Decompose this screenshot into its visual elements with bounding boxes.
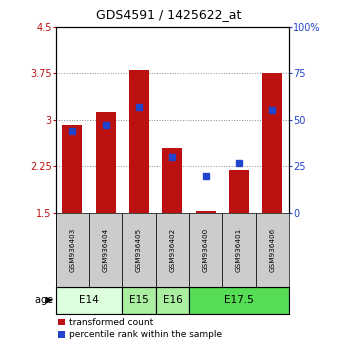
Text: GSM936401: GSM936401 [236, 228, 242, 272]
Text: GSM936400: GSM936400 [203, 228, 209, 272]
Bar [189, 287, 289, 314]
Text: GSM936404: GSM936404 [103, 228, 109, 272]
Bar [56, 287, 122, 314]
Text: E14: E14 [79, 295, 99, 305]
Text: E17.5: E17.5 [224, 295, 254, 305]
Bar [229, 170, 249, 213]
Bar [256, 213, 289, 287]
Bar [129, 70, 149, 213]
Text: GSM936405: GSM936405 [136, 228, 142, 272]
Bar [156, 213, 189, 287]
Text: GSM936403: GSM936403 [69, 228, 75, 272]
Bar [189, 213, 222, 287]
Text: GSM936402: GSM936402 [169, 228, 175, 272]
Bar [56, 213, 89, 287]
Bar [89, 213, 122, 287]
Bar [122, 213, 156, 287]
Text: E16: E16 [163, 295, 182, 305]
Text: GDS4591 / 1425622_at: GDS4591 / 1425622_at [96, 8, 242, 21]
Bar [196, 211, 216, 213]
Bar [96, 112, 116, 213]
Bar [222, 213, 256, 287]
Bar [162, 148, 183, 213]
Bar [262, 73, 282, 213]
Text: GSM936406: GSM936406 [269, 228, 275, 272]
Legend: transformed count, percentile rank within the sample: transformed count, percentile rank withi… [58, 318, 222, 339]
Text: E15: E15 [129, 295, 149, 305]
Text: age: age [34, 295, 56, 305]
Bar [156, 287, 189, 314]
Bar [63, 125, 82, 213]
Bar [122, 287, 156, 314]
